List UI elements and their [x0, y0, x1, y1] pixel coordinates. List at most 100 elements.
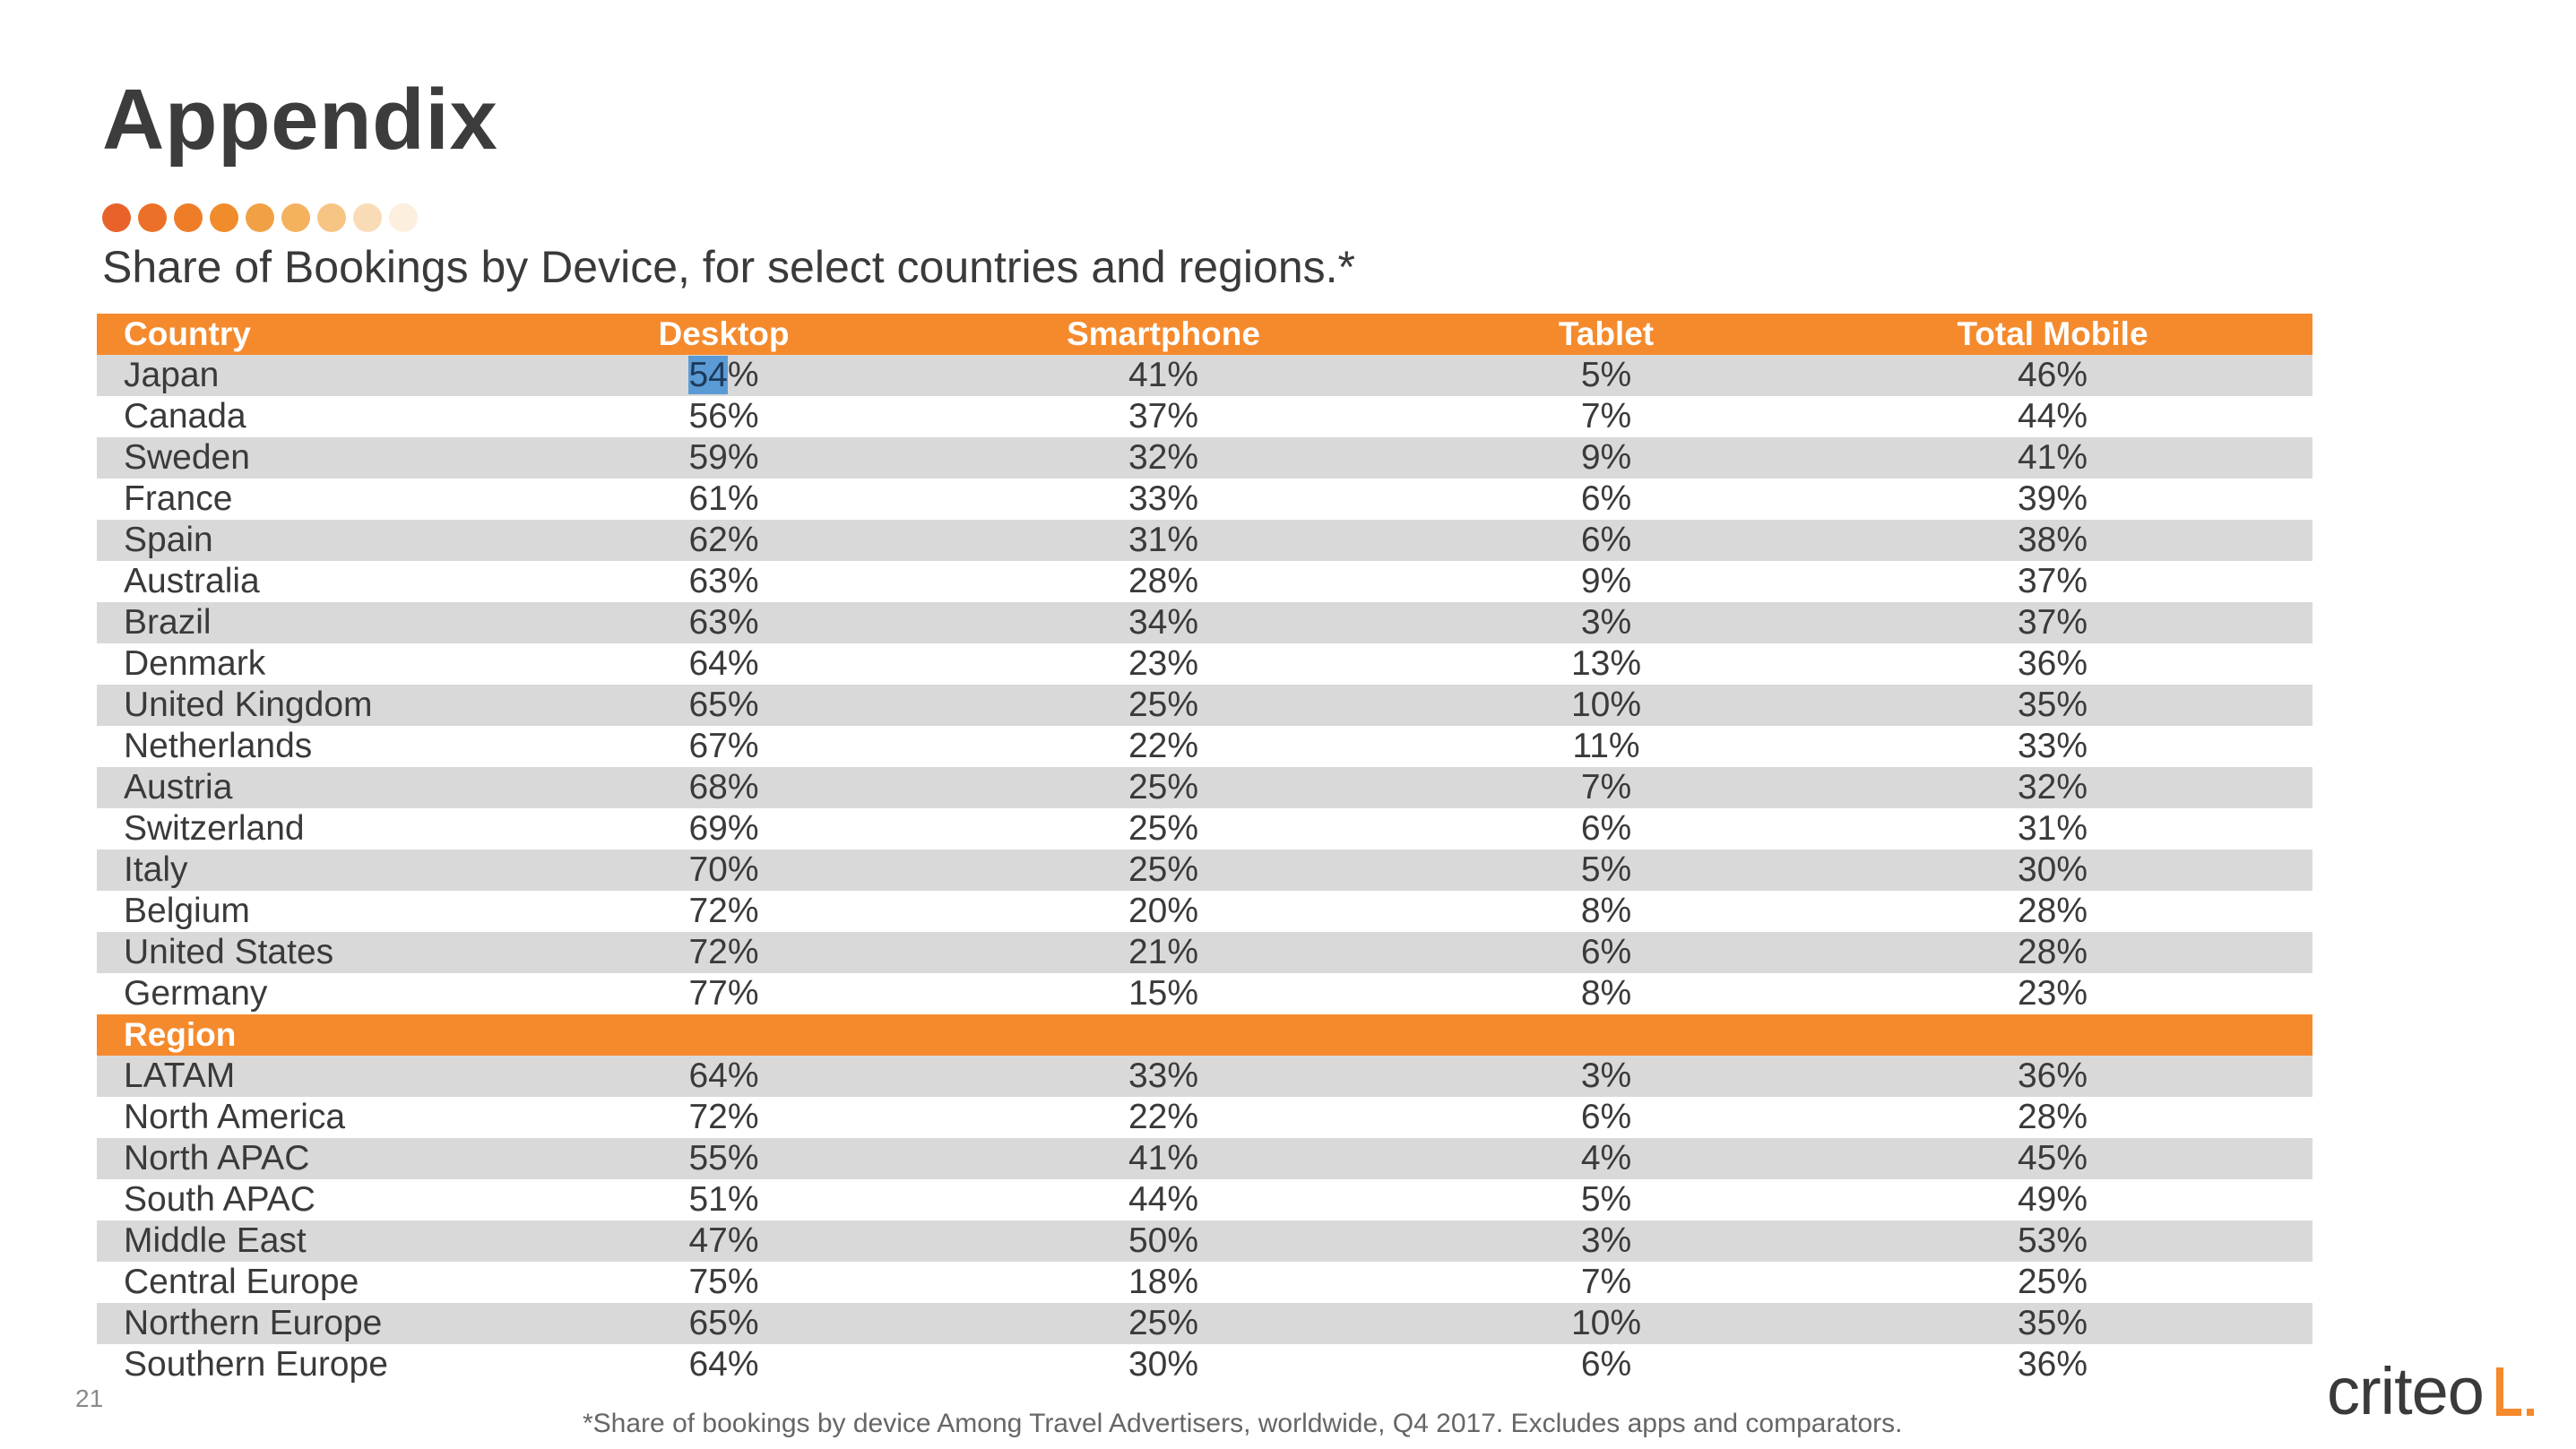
column-header-total-mobile: Total Mobile: [1957, 315, 2148, 352]
table-row: South APAC 51% 44% 5% 49%: [97, 1179, 2312, 1220]
table-row: France 61% 33% 6% 39%: [97, 479, 2312, 520]
smartphone-cell: 25%: [1128, 1304, 1199, 1342]
table-row: Spain 62% 31% 6% 38%: [97, 520, 2312, 561]
table-row: North America 72% 22% 6% 28%: [97, 1097, 2312, 1138]
smartphone-cell: 25%: [1128, 768, 1199, 806]
smartphone-cell: 20%: [1128, 892, 1199, 930]
row-name-cell: United Kingdom: [124, 686, 373, 724]
decorative-dot: [102, 203, 131, 232]
desktop-cell: 63%: [688, 562, 759, 600]
table-row: Northern Europe 65% 25% 10% 35%: [97, 1303, 2312, 1344]
total-mobile-cell: 37%: [2017, 562, 2088, 600]
text-selection-highlight: 54: [688, 356, 728, 394]
total-mobile-cell: 33%: [2017, 727, 2088, 765]
tablet-cell: 6%: [1580, 809, 1632, 848]
row-name-cell: Sweden: [124, 438, 250, 477]
logo-wordmark: criteo: [2327, 1354, 2485, 1428]
smartphone-cell: 33%: [1128, 479, 1199, 518]
tablet-cell: 8%: [1580, 974, 1632, 1013]
table-row: United States 72% 21% 6% 28%: [97, 932, 2312, 973]
decorative-dot: [138, 203, 167, 232]
percent-sign: %: [727, 356, 759, 394]
tablet-cell: 10%: [1570, 686, 1642, 724]
desktop-cell: 70%: [688, 850, 759, 889]
row-name-cell: South APAC: [124, 1180, 316, 1219]
row-name-cell: Belgium: [124, 892, 250, 930]
total-mobile-cell: 49%: [2017, 1180, 2088, 1219]
total-mobile-cell: 28%: [2017, 892, 2088, 930]
desktop-cell: 65%: [688, 1304, 759, 1342]
row-name-cell: Netherlands: [124, 727, 313, 765]
smartphone-cell: 28%: [1128, 562, 1199, 600]
desktop-cell: 63%: [688, 603, 759, 642]
smartphone-cell: 23%: [1128, 644, 1199, 683]
tablet-cell: 3%: [1580, 1221, 1632, 1260]
desktop-cell: 51%: [688, 1180, 759, 1219]
desktop-cell: 68%: [688, 768, 759, 806]
smartphone-cell: 50%: [1128, 1221, 1199, 1260]
table-row: Italy 70% 25% 5% 30%: [97, 850, 2312, 891]
row-name-cell: Brazil: [124, 603, 212, 642]
row-name-cell: United States: [124, 933, 334, 971]
desktop-cell: 47%: [688, 1221, 759, 1260]
table-row: Brazil 63% 34% 3% 37%: [97, 602, 2312, 643]
criteo-logo: criteo: [2327, 1353, 2536, 1425]
row-name-cell: Canada: [124, 397, 246, 436]
smartphone-cell: 25%: [1128, 809, 1199, 848]
tablet-cell: 3%: [1580, 603, 1632, 642]
table-row: North APAC 55% 41% 4% 45%: [97, 1138, 2312, 1179]
table-row: Middle East 47% 50% 3% 53%: [97, 1220, 2312, 1262]
desktop-cell: 64%: [688, 1057, 759, 1095]
row-name-cell: Australia: [124, 562, 260, 600]
smartphone-cell: 41%: [1128, 1139, 1199, 1177]
region-header-row: Region: [97, 1014, 2312, 1056]
row-name-cell: Spain: [124, 521, 213, 559]
total-mobile-cell: 28%: [2017, 933, 2088, 971]
desktop-cell: 64%: [688, 1345, 759, 1384]
desktop-cell: 67%: [688, 727, 759, 765]
table-row: Switzerland 69% 25% 6% 31%: [97, 808, 2312, 850]
tablet-cell: 7%: [1580, 1263, 1632, 1301]
total-mobile-cell: 45%: [2017, 1139, 2088, 1177]
smartphone-cell: 33%: [1128, 1057, 1199, 1095]
table-row: Belgium 72% 20% 8% 28%: [97, 891, 2312, 932]
total-mobile-cell: 25%: [2017, 1263, 2088, 1301]
total-mobile-cell: 35%: [2017, 686, 2088, 724]
row-name-cell: France: [124, 479, 233, 518]
row-name-cell: North America: [124, 1098, 346, 1136]
table-row: LATAM 64% 33% 3% 36%: [97, 1056, 2312, 1097]
row-name-cell: Japan: [124, 356, 220, 394]
decorative-dot: [281, 203, 310, 232]
smartphone-cell: 22%: [1128, 727, 1199, 765]
desktop-cell: 75%: [688, 1263, 759, 1301]
desktop-cell: 69%: [688, 809, 759, 848]
desktop-cell: 72%: [688, 892, 759, 930]
total-mobile-cell: 36%: [2017, 1057, 2088, 1095]
total-mobile-cell: 31%: [2017, 809, 2088, 848]
desktop-cell: 61%: [688, 479, 759, 518]
decorative-dot: [174, 203, 203, 232]
tablet-cell: 8%: [1580, 892, 1632, 930]
row-name-cell: Middle East: [124, 1221, 307, 1260]
country-rows: Japan 54% 41% 5% 46% Canada 56% 37% 7% 44% Sweden 5…: [97, 355, 2312, 1014]
decorative-dot: [246, 203, 274, 232]
smartphone-cell: 25%: [1128, 850, 1199, 889]
row-name-cell: Italy: [124, 850, 188, 889]
row-name-cell: Germany: [124, 974, 268, 1013]
decorative-dot: [389, 203, 418, 232]
tablet-cell: 6%: [1580, 479, 1632, 518]
column-header-country: Country: [124, 315, 251, 352]
smartphone-cell: 30%: [1128, 1345, 1199, 1384]
row-name-cell: Denmark: [124, 644, 266, 683]
tablet-cell: 9%: [1580, 562, 1632, 600]
table-row: Central Europe 75% 18% 7% 25%: [97, 1262, 2312, 1303]
decorative-dot: [353, 203, 382, 232]
desktop-cell: 77%: [688, 974, 759, 1013]
tablet-cell: 5%: [1580, 356, 1632, 394]
table-row: Japan 54% 41% 5% 46%: [97, 355, 2312, 396]
table-row: Canada 56% 37% 7% 44%: [97, 396, 2312, 437]
region-header-label: Region: [124, 1016, 237, 1053]
table-row: United Kingdom 65% 25% 10% 35%: [97, 685, 2312, 726]
tablet-cell: 6%: [1580, 521, 1632, 559]
column-header-desktop: Desktop: [658, 315, 790, 352]
